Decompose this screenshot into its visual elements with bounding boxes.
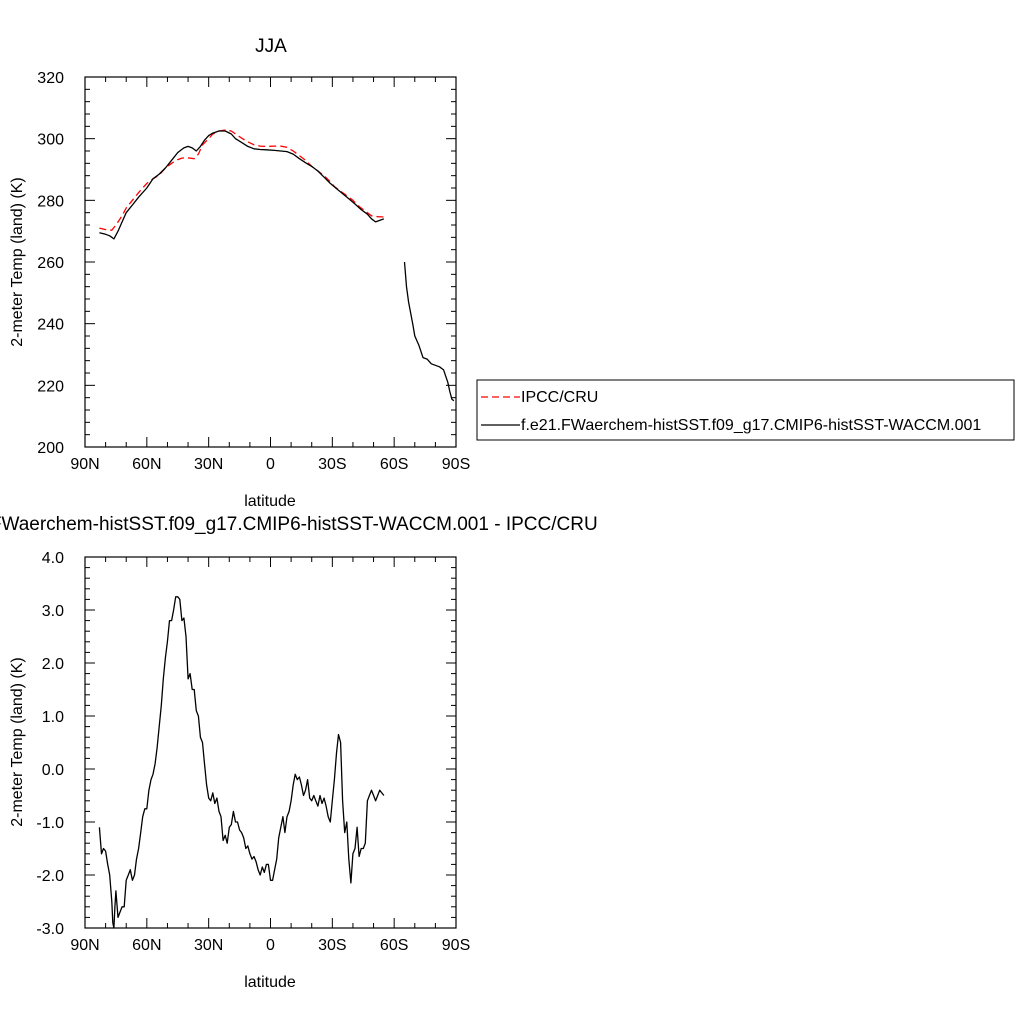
y-tick-label: 1.0: [42, 709, 64, 726]
bottom-plot-frame: [84, 556, 457, 929]
y-tick-label: 4.0: [42, 550, 64, 567]
x-tick-label: 0: [266, 937, 275, 954]
top-plot-frame: [84, 76, 457, 448]
y-tick-label: 3.0: [42, 603, 64, 620]
x-tick-label: 30N: [194, 937, 223, 954]
series-line-ipcc-cru: [99, 129, 384, 231]
y-tick-label: 2.0: [42, 656, 64, 673]
y-tick-label: 260: [37, 255, 64, 272]
bottom-x-axis-label: latitude: [244, 974, 296, 991]
x-tick-label: 30S: [318, 937, 346, 954]
top-x-axis-label: latitude: [244, 493, 296, 510]
x-tick-label: 90S: [442, 937, 470, 954]
y-tick-label: 240: [37, 317, 64, 334]
legend-box: [476, 379, 1015, 441]
top-y-tick-labels: 200 220 240 260 280 300 320: [37, 70, 64, 457]
y-tick-label: -1.0: [36, 815, 64, 832]
bottom-ticks: [84, 556, 457, 929]
y-tick-label: 0.0: [42, 762, 64, 779]
bottom-panel: f.e21.FWaerchem-histSST.f09_g17.CMIP6-hi…: [0, 514, 598, 991]
top-series: [99, 129, 455, 402]
legend-label-model: f.e21.FWaerchem-histSST.f09_g17.CMIP6-hi…: [521, 417, 981, 434]
bottom-series: [98, 596, 385, 929]
x-tick-label: 90S: [442, 456, 470, 473]
y-tick-label: 220: [37, 378, 64, 395]
x-tick-label: 30S: [318, 456, 346, 473]
top-ticks: [84, 76, 457, 448]
bottom-chart-title: f.e21.FWaerchem-histSST.f09_g17.CMIP6-hi…: [0, 514, 598, 535]
y-tick-label: 200: [37, 440, 64, 457]
legend-label-cru: IPCC/CRU: [521, 389, 598, 406]
bottom-y-tick-labels: -3.0 -2.0 -1.0 0.0 1.0 2.0 3.0 4.0: [36, 550, 64, 938]
x-tick-label: 0: [266, 456, 275, 473]
top-y-axis-label: 2-meter Temp (land) (K): [9, 177, 26, 347]
legend: IPCC/CRU f.e21.FWaerchem-histSST.f09_g17…: [476, 379, 1015, 441]
x-tick-label: 30N: [194, 456, 223, 473]
y-tick-label: -3.0: [36, 921, 64, 938]
top-panel: JJA 90N 60N 30N 0 30S 60S 90S 200 220 240 260 280 3…: [9, 36, 470, 510]
x-tick-label: 90N: [70, 456, 99, 473]
x-tick-label: 60N: [132, 456, 161, 473]
x-tick-label: 60N: [132, 937, 161, 954]
top-x-tick-labels: 90N 60N 30N 0 30S 60S 90S: [70, 456, 470, 473]
y-tick-label: 300: [37, 132, 64, 149]
y-tick-label: -2.0: [36, 868, 64, 885]
series-line-model: [98, 596, 385, 929]
x-tick-label: 60S: [380, 937, 408, 954]
bottom-x-tick-labels: 90N 60N 30N 0 30S 60S 90S: [70, 937, 470, 954]
bottom-y-axis-label: 2-meter Temp (land) (K): [9, 657, 26, 827]
series-line-model: [99, 130, 455, 402]
y-tick-label: 280: [37, 193, 64, 210]
y-tick-label: 320: [37, 70, 64, 87]
top-chart-title: JJA: [255, 36, 287, 57]
x-tick-label: 90N: [70, 937, 99, 954]
x-tick-label: 60S: [380, 456, 408, 473]
